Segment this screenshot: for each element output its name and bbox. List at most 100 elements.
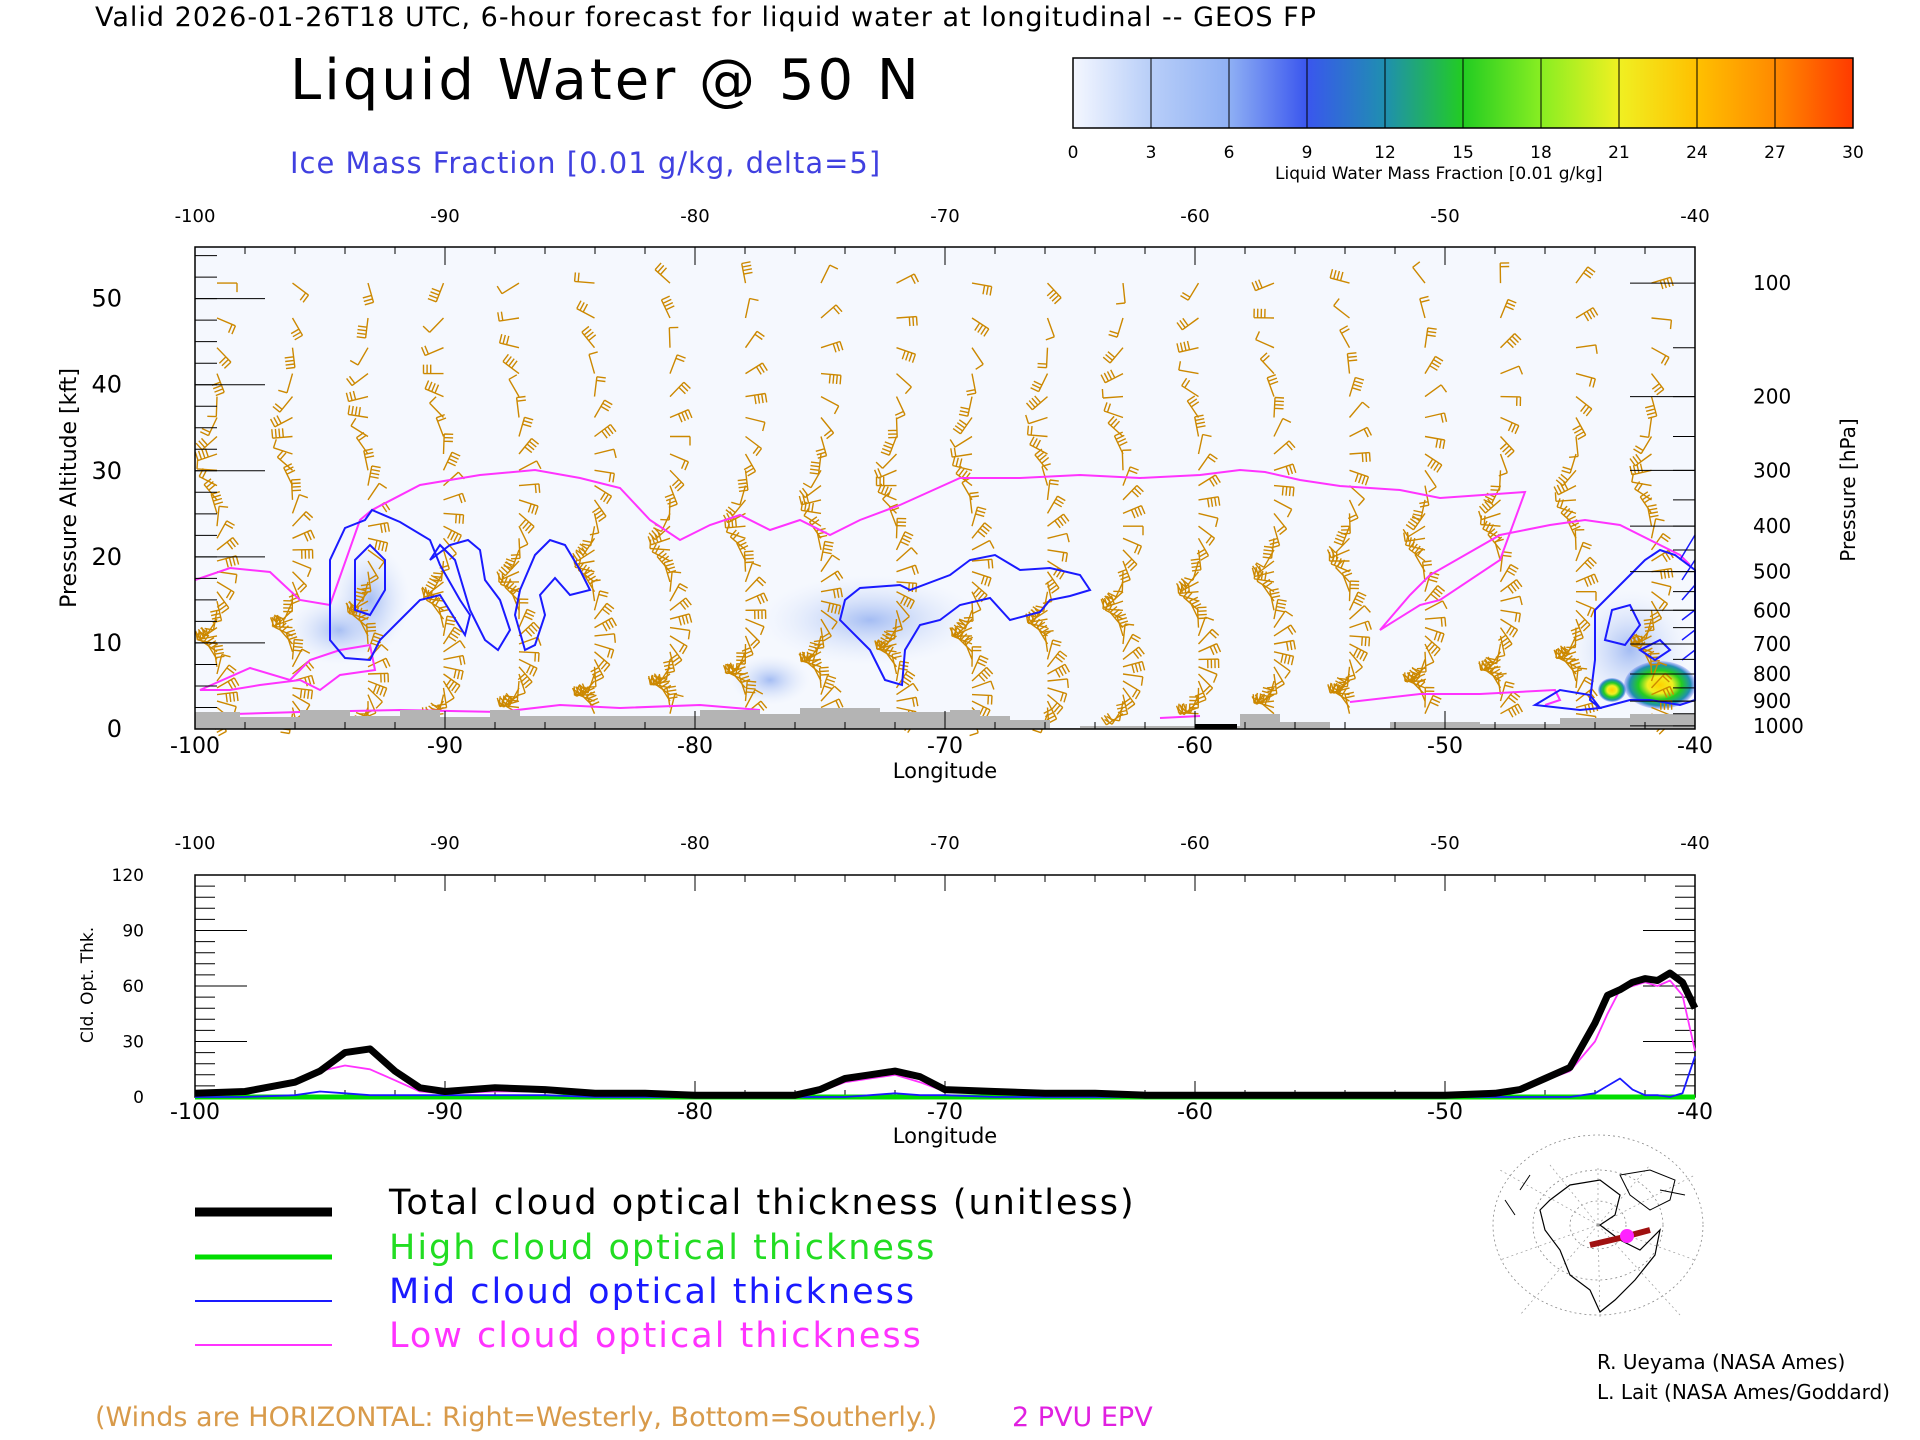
- wind-barb: [1046, 495, 1066, 514]
- wind-barb: [1424, 626, 1445, 643]
- wind-barb: [1047, 663, 1071, 678]
- wind-barb: [1556, 498, 1577, 515]
- wind-barb: [1575, 573, 1599, 587]
- wind-barb: [1102, 347, 1124, 364]
- wind-barb: [291, 511, 314, 527]
- wind-barb: [292, 529, 316, 542]
- wind-barb: [669, 626, 691, 640]
- wind-barb: [353, 581, 369, 602]
- pressure-tick-label: 500: [1753, 560, 1791, 584]
- wind-barb: [957, 630, 973, 653]
- wind-barb: [1416, 678, 1427, 702]
- pressure-tick-label: 300: [1753, 458, 1791, 482]
- wind-barb: [518, 651, 540, 662]
- wind-barb: [292, 571, 308, 593]
- wind-barb: [518, 621, 541, 637]
- wind-barb: [1109, 605, 1124, 629]
- wind-barb: [1349, 485, 1365, 507]
- wind-barb: [1575, 344, 1598, 354]
- wind-barb: [801, 652, 822, 668]
- wind-barb: [1197, 628, 1220, 645]
- wind-barb: [744, 680, 757, 702]
- wind-barb: [442, 451, 461, 471]
- wind-barb: [1572, 417, 1587, 441]
- wind-barb: [741, 261, 753, 284]
- wind-barb: [820, 674, 837, 695]
- wind-barb: [1576, 591, 1597, 601]
- colorbar-label: Liquid Water Mass Fraction [0.01 g/kg]: [1275, 164, 1603, 184]
- wind-barb: [427, 282, 445, 303]
- wind-barb: [891, 651, 902, 675]
- wind-barb: [575, 685, 595, 702]
- wind-barb: [1408, 541, 1426, 562]
- wind-barb: [1197, 616, 1215, 637]
- wind-barb: [1424, 453, 1443, 473]
- wind-barb: [1340, 513, 1351, 535]
- wind-barb: [1575, 266, 1596, 284]
- wind-barb: [1650, 661, 1668, 682]
- wind-barb: [1333, 298, 1350, 319]
- forecast-point-marker: [1620, 1229, 1634, 1243]
- pressure-tick-label: 800: [1753, 662, 1791, 686]
- series-line: [195, 1056, 1696, 1098]
- wind-barb: [1421, 560, 1432, 582]
- wind-barb: [1273, 463, 1297, 476]
- wind-barb: [1025, 395, 1048, 411]
- wind-barb: [895, 531, 914, 551]
- wind-barb: [818, 666, 830, 688]
- colorbar-tick-label: 9: [1302, 143, 1313, 163]
- top-lon-tick-label: -90: [430, 206, 459, 227]
- wind-barb: [216, 505, 229, 527]
- liquid-water-maximum: [1598, 678, 1626, 702]
- wind-barb: [518, 437, 540, 455]
- wind-barb: [518, 512, 535, 534]
- wind-barb: [292, 282, 310, 303]
- wind-barb: [424, 380, 444, 398]
- wind-barb: [216, 520, 235, 539]
- wind-barb: [1424, 469, 1437, 493]
- wind-barb: [1629, 453, 1652, 467]
- wind-barb: [1198, 673, 1214, 695]
- wind-barb: [882, 492, 898, 514]
- wind-barb: [660, 295, 675, 319]
- wind-barb: [515, 395, 526, 418]
- wind-barb: [213, 644, 225, 667]
- wind-barb: [669, 571, 682, 592]
- wind-barb: [873, 468, 897, 479]
- wind-barb: [1410, 673, 1426, 696]
- wind-barb: [896, 273, 920, 285]
- wind-barb: [1116, 694, 1129, 717]
- wind-barb: [744, 576, 767, 593]
- top-lon-tick-label: -70: [930, 206, 959, 227]
- wind-barb: [669, 409, 693, 423]
- wind-barb: [273, 618, 293, 637]
- wind-barb: [1424, 585, 1446, 602]
- wind-barb: [1258, 693, 1275, 715]
- wind-barb: [503, 549, 520, 570]
- wind-barb: [1198, 658, 1220, 669]
- wind-barb: [1100, 713, 1124, 726]
- wind-barb: [1499, 563, 1519, 583]
- wind-barb: [1122, 504, 1146, 519]
- wind-barb: [1424, 643, 1435, 667]
- wind-barb: [1649, 600, 1663, 624]
- legend-high-label: High cloud optical thickness: [389, 1228, 937, 1268]
- wind-barb: [1500, 609, 1521, 623]
- wind-barb: [443, 654, 466, 666]
- wind-barb: [1554, 643, 1577, 658]
- wind-barb: [1103, 402, 1124, 419]
- wind-barb: [971, 655, 989, 675]
- wind-barb: [813, 627, 825, 650]
- altitude-tick-label: 20: [91, 543, 122, 571]
- wind-barb: [1273, 512, 1288, 536]
- wind-barb: [1047, 687, 1068, 703]
- top-lon-tick-label: -80: [680, 833, 709, 854]
- wind-barb: [422, 364, 444, 375]
- wind-barb: [210, 491, 224, 514]
- wind-barb: [572, 547, 595, 562]
- wind-barb: [1499, 691, 1521, 708]
- wind-barb: [1198, 525, 1216, 546]
- wind-barb: [1273, 484, 1295, 497]
- wind-barb: [971, 558, 994, 569]
- wind-barb: [1122, 660, 1146, 674]
